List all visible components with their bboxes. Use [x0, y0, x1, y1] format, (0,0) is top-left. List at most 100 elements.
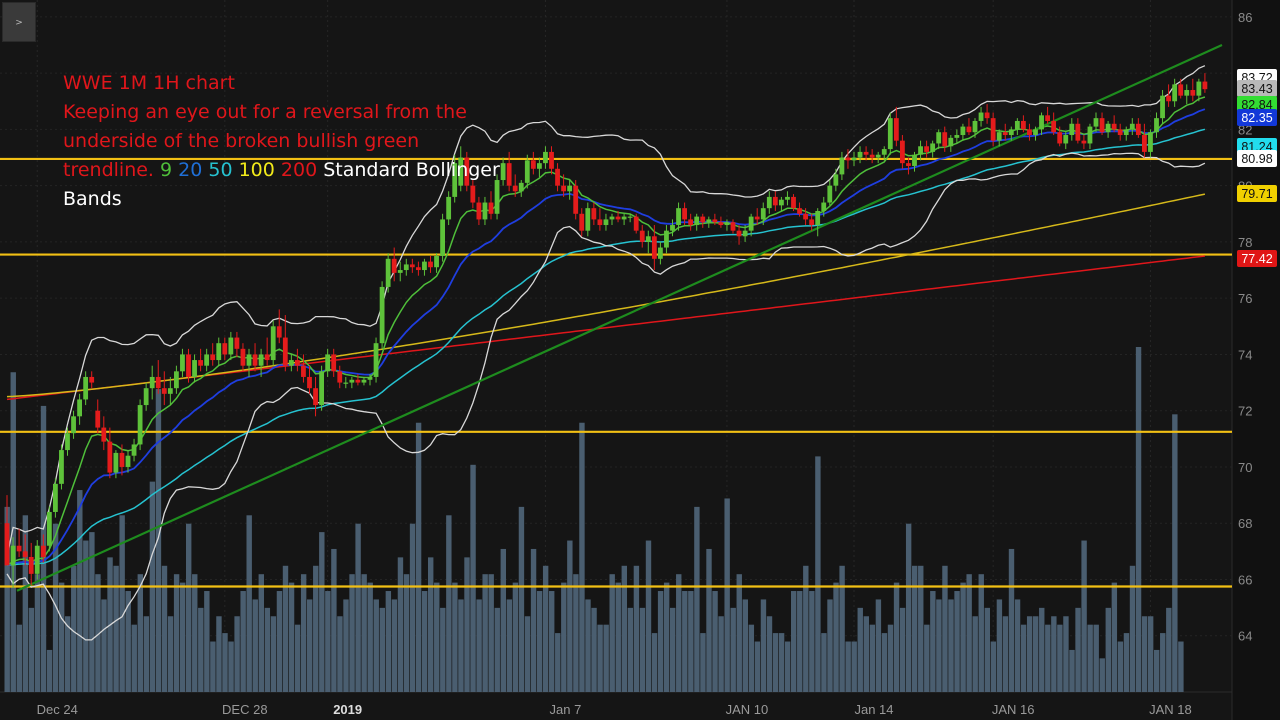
annotation-title: WWE 1M 1H chart: [63, 72, 235, 94]
volume-bar: [46, 649, 53, 692]
candle-body: [930, 143, 936, 152]
price-label-text: 82.84: [1241, 98, 1272, 112]
volume-bar: [912, 565, 918, 692]
candle-body: [567, 185, 573, 192]
candle-body: [180, 354, 185, 372]
volume-bar: [633, 565, 640, 692]
volume-bar: [627, 607, 634, 692]
indicators: [6, 44, 1223, 641]
candle-body: [422, 261, 427, 271]
candle-body: [651, 236, 657, 259]
candle-body: [101, 427, 107, 442]
volume-bar: [83, 540, 89, 692]
volume-bar: [161, 565, 168, 692]
candle-body: [688, 219, 694, 226]
volume-bar: [494, 607, 500, 692]
volume-bar: [724, 498, 730, 692]
volume-bar: [34, 574, 41, 692]
volume-bar: [996, 599, 1003, 692]
candle-body: [984, 112, 990, 119]
candle-body: [40, 545, 46, 557]
candle-body: [918, 146, 923, 155]
x-tick-label: JAN 10: [726, 702, 769, 717]
volume-bar: [307, 599, 313, 692]
candle-body: [1087, 126, 1093, 144]
y-gridlines: [0, 16, 1232, 637]
candle-body: [772, 196, 778, 206]
candle-body: [676, 208, 681, 226]
x-tick-label: JAN 18: [1149, 702, 1192, 717]
candle-body: [228, 337, 234, 355]
candle-body: [639, 230, 645, 242]
candle-body: [524, 160, 530, 183]
candle-body: [1184, 90, 1190, 96]
candle-body: [579, 213, 585, 231]
candle-body: [851, 157, 857, 161]
candle-body: [912, 154, 917, 166]
volume-bar: [966, 574, 972, 692]
volume-bar: [905, 523, 912, 692]
candle-body: [936, 132, 942, 144]
candle-body: [1075, 123, 1081, 141]
volume-bar: [125, 591, 131, 692]
volume-bar: [748, 624, 755, 692]
volume-bar: [772, 633, 779, 692]
volume-bar: [960, 582, 966, 692]
volume-bar: [821, 633, 827, 692]
candle-body: [561, 185, 566, 192]
candle-body: [748, 216, 754, 231]
candle-body: [857, 151, 863, 158]
volume-bar: [621, 565, 627, 692]
candle-body: [416, 267, 421, 271]
candle-body: [22, 551, 28, 557]
volume-bar: [645, 540, 652, 692]
volume-bar: [464, 557, 470, 692]
volume-bar: [809, 591, 815, 692]
candle-body: [942, 132, 948, 147]
volume-bar: [948, 599, 954, 692]
candle-body: [83, 376, 89, 400]
volume-bar: [585, 599, 591, 692]
candle-body: [391, 258, 397, 273]
volume-bar: [415, 422, 422, 692]
candle-body: [119, 452, 125, 467]
candle-body: [288, 360, 294, 366]
volume-bar: [803, 565, 809, 692]
legend-ma-50: 50: [202, 159, 233, 181]
candle-body: [815, 210, 821, 226]
volume-bar: [930, 591, 936, 692]
volume-bar: [688, 591, 694, 692]
candle-body: [996, 132, 1002, 141]
candle-body: [409, 264, 415, 268]
volume-bar: [1069, 649, 1075, 692]
volume-bar: [234, 616, 240, 692]
candle-body: [494, 180, 500, 214]
volume-bar: [240, 591, 246, 692]
candle-body: [397, 270, 403, 273]
candle-body: [615, 216, 621, 220]
candle-body: [295, 360, 300, 366]
volume-bar: [476, 599, 482, 692]
annotation-body: Keeping an eye out for a reversal from t…: [63, 98, 503, 214]
volume-bar: [300, 574, 307, 692]
candle-body: [34, 545, 40, 574]
candle-body: [869, 154, 875, 158]
candle-body: [700, 216, 706, 223]
volume-bar: [954, 591, 960, 692]
volume-bar: [77, 490, 83, 692]
volume-bars: [4, 347, 1184, 692]
volume-bar: [615, 582, 621, 692]
candle-body: [113, 452, 119, 473]
volume-bar: [1075, 607, 1081, 692]
volume-bar: [706, 548, 712, 692]
legend-ma-100: 100: [232, 159, 275, 181]
volume-bar: [573, 574, 579, 692]
volume-bar: [1123, 633, 1130, 692]
volume-bar: [845, 641, 851, 692]
expand-panel-button[interactable]: >: [2, 2, 36, 42]
candle-body: [585, 208, 591, 231]
volume-bar: [458, 599, 464, 692]
candle-body: [1051, 120, 1057, 133]
volume-bar: [355, 523, 361, 692]
